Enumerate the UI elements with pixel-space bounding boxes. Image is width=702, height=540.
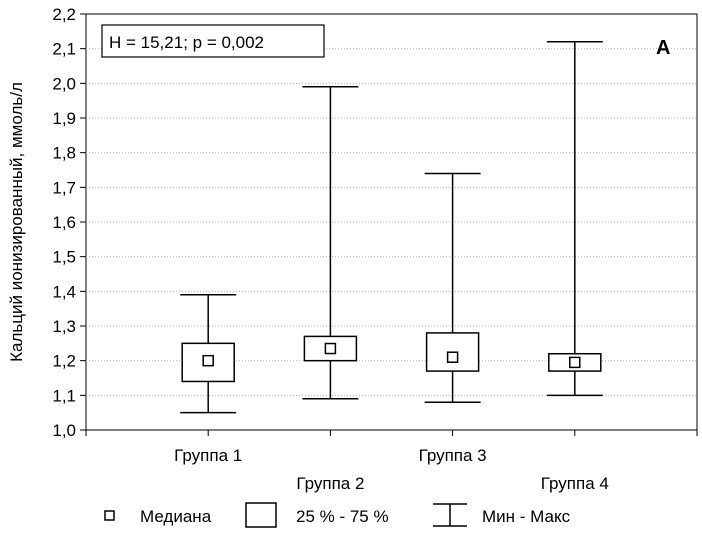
stat-annotation-box: H = 15,21; p = 0,002 — [101, 24, 325, 58]
y-tick-label: 1,3 — [52, 317, 76, 336]
x-axis: Группа 1 Группа 2 Группа 3 Группа 4 — [85, 430, 698, 493]
y-tick-label: 1,4 — [52, 282, 76, 301]
x-category-label: Группа 1 — [174, 446, 242, 465]
y-tick-label: 1,2 — [52, 352, 76, 371]
grid-lines — [86, 48, 697, 396]
y-tick-label: 1,6 — [52, 213, 76, 232]
y-axis: 1,0 1,1 1,2 1,3 1,4 1,5 1,6 1,7 1,8 1,9 2,0 2,1 2,2 — [52, 5, 86, 440]
iqr-box — [303, 335, 358, 362]
y-tick-label: 1,1 — [52, 386, 76, 405]
y-tick-label: 1,7 — [52, 178, 76, 197]
legend-range-marker — [433, 503, 467, 527]
median-marker — [324, 342, 337, 355]
box-group — [424, 172, 481, 404]
legend-iqr-marker — [245, 502, 277, 528]
y-tick-label: 1,9 — [52, 109, 76, 128]
legend-range-label: Мин - Макс — [482, 507, 571, 526]
panel-label: A — [656, 37, 670, 59]
y-tick-label: 2,2 — [52, 5, 76, 24]
stat-annotation: H = 15,21; p = 0,002 — [109, 33, 264, 52]
boxes — [180, 40, 603, 414]
median-marker — [202, 354, 214, 367]
legend: Медиана 25 % - 75 % Мин - Макс — [104, 502, 571, 528]
y-tick-label: 1,5 — [52, 248, 76, 267]
median-marker — [446, 351, 459, 363]
y-tick-label: 1,0 — [52, 421, 76, 440]
box-group — [546, 40, 603, 397]
box-group — [180, 294, 237, 414]
legend-iqr-label: 25 % - 75 % — [296, 507, 389, 526]
legend-median-label: Медиана — [140, 507, 212, 526]
y-axis-label: Кальций ионизированный, ммоль/л — [7, 82, 26, 362]
y-tick-label: 2,1 — [52, 40, 76, 59]
box-group — [302, 86, 359, 400]
x-category-label: Группа 2 — [296, 474, 364, 493]
legend-median-marker — [104, 510, 115, 521]
median-marker — [569, 356, 581, 369]
x-category-label: Группа 3 — [419, 446, 487, 465]
y-tick-label: 1,8 — [52, 144, 76, 163]
x-category-label: Группа 4 — [541, 474, 609, 493]
y-tick-label: 2,0 — [52, 74, 76, 93]
